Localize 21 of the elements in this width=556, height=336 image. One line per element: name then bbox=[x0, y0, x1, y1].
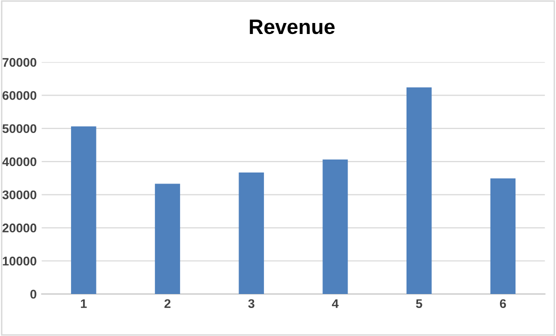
y-tick-label: 10000 bbox=[2, 256, 36, 266]
x-tick-label: 3 bbox=[248, 299, 254, 308]
chart-title: Revenue bbox=[250, 20, 335, 34]
x-tick-label: 2 bbox=[164, 299, 170, 308]
x-tick-label: 1 bbox=[80, 299, 87, 308]
y-tick-label: 70000 bbox=[2, 58, 36, 67]
y-tick-label: 0 bbox=[30, 290, 36, 299]
x-tick-label: 5 bbox=[416, 299, 422, 308]
bar bbox=[154, 184, 180, 294]
x-tick-label: 6 bbox=[500, 299, 506, 308]
bar bbox=[71, 126, 96, 294]
y-tick-label: 40000 bbox=[2, 157, 36, 166]
y-tick-label: 60000 bbox=[2, 91, 36, 100]
bar bbox=[322, 160, 348, 294]
bar bbox=[238, 172, 264, 294]
bar bbox=[490, 178, 516, 294]
y-tick-label: 30000 bbox=[2, 190, 36, 200]
bar bbox=[406, 87, 432, 294]
y-tick-label: 20000 bbox=[2, 224, 36, 232]
x-tick-label: 4 bbox=[332, 299, 339, 308]
y-tick-label: 50000 bbox=[2, 124, 36, 134]
